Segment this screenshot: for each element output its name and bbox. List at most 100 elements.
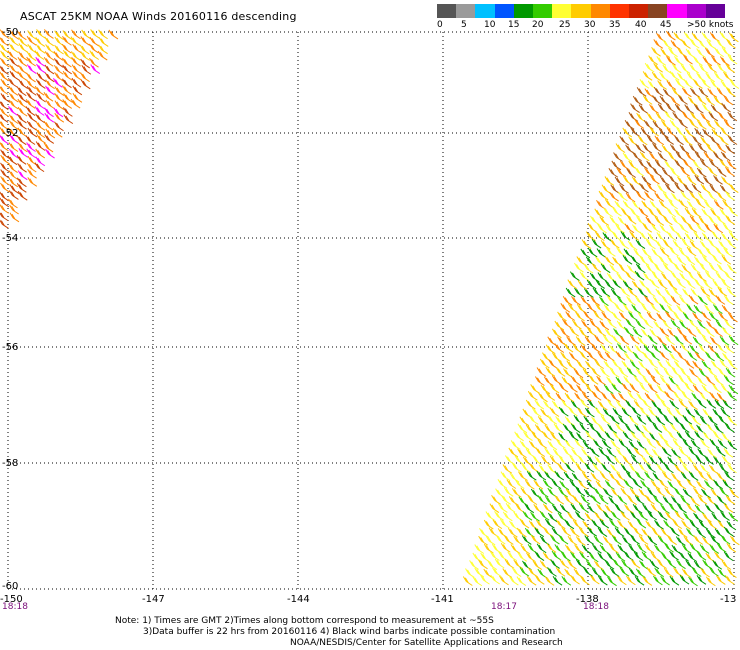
wind-barb: [661, 552, 671, 563]
wind-barb: [641, 248, 652, 258]
wind-barb: [578, 527, 589, 537]
wind-barb: [628, 415, 639, 426]
wind-barb: [628, 311, 638, 321]
wind-barb: [620, 464, 631, 474]
wind-barb: [527, 567, 538, 578]
wind-barb: [662, 343, 672, 353]
wind-barb: [717, 439, 728, 450]
wind-barb: [639, 383, 650, 393]
wind-barb: [674, 159, 685, 170]
wind-barb: [699, 263, 710, 273]
wind-barb: [611, 160, 622, 171]
wind-barb: [98, 44, 108, 55]
lon-label-138: -138: [576, 594, 599, 605]
wind-barb: [569, 479, 580, 490]
wind-barb: [649, 559, 660, 570]
wind-barb: [676, 304, 686, 315]
wind-barb: [653, 575, 663, 586]
wind-barb: [678, 447, 689, 458]
wind-barb: [18, 79, 29, 90]
wind-barb: [593, 535, 604, 545]
wind-barb: [650, 375, 661, 386]
wind-barb: [70, 98, 81, 109]
wind-barb: [686, 478, 697, 489]
wind-barb: [686, 455, 697, 466]
wind-barb: [534, 551, 545, 561]
wind-barb: [707, 415, 718, 426]
wind-barb: [644, 62, 655, 73]
wind-barb: [580, 494, 591, 505]
wind-barb: [63, 93, 73, 103]
wind-barb: [723, 119, 734, 130]
wind-barb: [653, 495, 663, 506]
wind-barb: [721, 278, 731, 289]
wind-barb: [80, 72, 90, 83]
wind-barbs: [0, 29, 740, 587]
wind-barb: [649, 174, 660, 185]
wind-barb: [610, 511, 621, 521]
wind-barb: [646, 160, 656, 171]
wind-barb: [673, 391, 683, 401]
wind-barb: [675, 536, 686, 546]
wind-barb: [670, 295, 681, 306]
wind-barb: [600, 415, 611, 425]
wind-barb: [62, 85, 72, 95]
wind-barb: [639, 79, 650, 89]
wind-barb: [531, 407, 542, 418]
wind-barb: [547, 414, 558, 425]
wind-barb: [723, 375, 734, 385]
wind-barb: [707, 166, 718, 177]
wind-barb: [0, 176, 10, 186]
wind-barb: [579, 351, 590, 361]
wind-barb: [654, 192, 664, 202]
wind-barb: [494, 558, 505, 569]
wind-barb: [547, 440, 558, 451]
wind-barb: [653, 86, 664, 97]
wind-barb: [0, 154, 10, 165]
wind-barb: [639, 182, 649, 193]
wind-barb: [594, 456, 605, 466]
wind-barb: [606, 552, 617, 563]
wind-barb: [689, 215, 700, 225]
wind-barb: [625, 424, 635, 434]
wind-barb: [79, 44, 90, 55]
wind-barb: [633, 447, 644, 458]
legend-label: 40: [635, 20, 647, 30]
wind-barb: [693, 256, 704, 266]
wind-barb: [614, 302, 624, 313]
wind-barb: [522, 560, 532, 571]
wind-barb: [43, 56, 54, 67]
wind-barb: [728, 206, 738, 217]
wind-barb: [660, 399, 671, 410]
wind-barb: [677, 528, 688, 538]
wind-barb: [670, 96, 681, 106]
wind-barb: [625, 271, 635, 281]
wind-barb: [659, 350, 670, 361]
wind-barb: [678, 375, 689, 386]
wind-barb: [725, 367, 736, 378]
wind-barb: [712, 408, 723, 419]
wind-barb: [562, 447, 573, 458]
wind-barb: [670, 271, 681, 281]
wind-barb: [8, 99, 19, 110]
wind-barb: [45, 148, 55, 159]
wind-barb: [0, 197, 10, 208]
wind-barb: [594, 334, 604, 345]
wind-barb: [507, 551, 518, 562]
legend-label: 20: [532, 20, 544, 30]
wind-barb: [701, 512, 712, 523]
wind-barb: [720, 511, 730, 521]
wind-barb: [61, 43, 72, 54]
wind-barb: [727, 568, 737, 578]
wind-barb: [608, 472, 619, 483]
wind-barb: [492, 519, 503, 530]
wind-barb: [553, 423, 564, 434]
time-label-right: 18:18: [583, 602, 609, 612]
wind-barb: [623, 551, 634, 561]
wind-barb: [62, 78, 72, 89]
wind-barb: [653, 320, 664, 331]
wind-barb: [523, 431, 533, 442]
wind-barb: [581, 471, 592, 482]
wind-barb: [653, 544, 664, 555]
wind-barb: [53, 64, 64, 75]
